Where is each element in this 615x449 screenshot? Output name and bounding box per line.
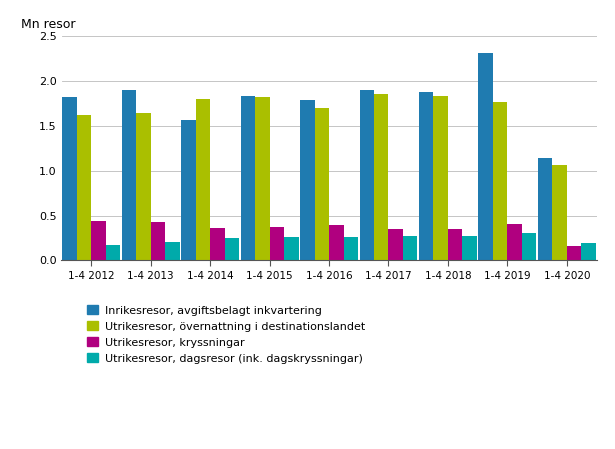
Bar: [62, 97, 77, 260]
Bar: [181, 120, 196, 260]
Bar: [196, 99, 210, 260]
Bar: [77, 115, 91, 260]
Bar: [567, 246, 581, 260]
Bar: [462, 236, 477, 260]
Bar: [224, 238, 239, 260]
Bar: [507, 224, 522, 260]
Bar: [122, 90, 136, 260]
Bar: [434, 96, 448, 260]
Bar: [448, 229, 462, 260]
Bar: [389, 229, 403, 260]
Bar: [300, 100, 314, 260]
Bar: [136, 113, 151, 260]
Bar: [360, 90, 374, 260]
Bar: [403, 236, 418, 260]
Bar: [255, 97, 269, 260]
Bar: [284, 237, 298, 260]
Bar: [314, 108, 329, 260]
Bar: [478, 53, 493, 260]
Bar: [522, 233, 536, 260]
Bar: [344, 237, 358, 260]
Bar: [419, 92, 434, 260]
Bar: [106, 245, 120, 260]
Bar: [91, 221, 106, 260]
Bar: [210, 228, 224, 260]
Bar: [329, 225, 344, 260]
Bar: [552, 165, 567, 260]
Bar: [151, 222, 165, 260]
Bar: [374, 94, 389, 260]
Bar: [269, 227, 284, 260]
Bar: [165, 242, 180, 260]
Bar: [493, 102, 507, 260]
Bar: [581, 243, 596, 260]
Bar: [538, 158, 552, 260]
Legend: Inrikesresor, avgiftsbelagt inkvartering, Utrikesresor, övernattning i destinati: Inrikesresor, avgiftsbelagt inkvartering…: [83, 301, 370, 368]
Bar: [240, 96, 255, 260]
Text: Mn resor: Mn resor: [22, 18, 76, 31]
